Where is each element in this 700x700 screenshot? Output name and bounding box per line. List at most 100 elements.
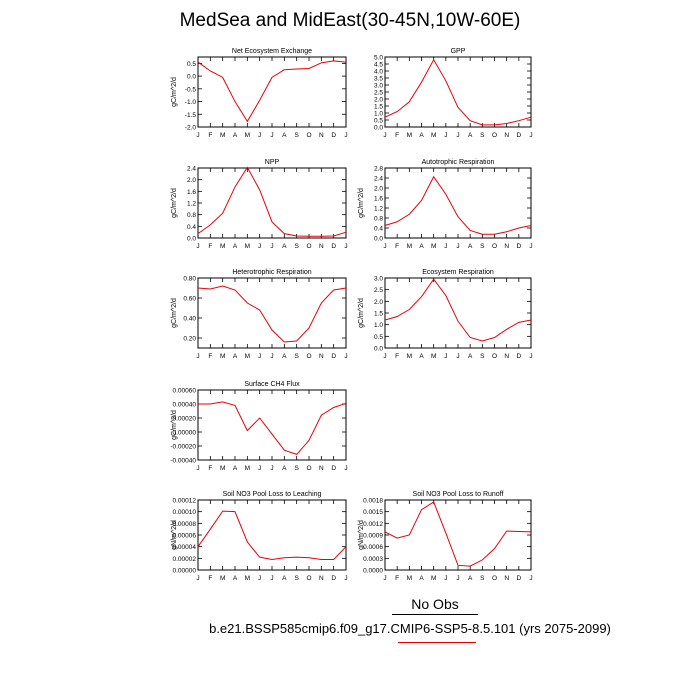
x-tick-label: S	[480, 243, 485, 250]
y-tick-label: 0.0012	[363, 521, 383, 528]
panel-title: Autotrophic Respiration	[422, 159, 495, 166]
x-tick-label: J	[383, 575, 386, 582]
x-tick-label: A	[282, 353, 287, 360]
x-tick-label: J	[258, 243, 261, 250]
y-tick-label: 0.8	[187, 212, 196, 219]
x-tick-label: M	[431, 132, 436, 139]
y-tick-label: 0.40	[183, 316, 196, 323]
x-tick-label: J	[196, 132, 199, 139]
chart-panel-5: Heterotrophic Respiration gC/m^2/d 0.20 0.4…	[171, 269, 348, 360]
x-tick-label: S	[480, 132, 485, 139]
series-line	[384, 501, 532, 567]
y-tick-label: -1.0	[185, 99, 197, 106]
x-tick-label: J	[529, 132, 532, 139]
x-tick-label: N	[319, 243, 324, 250]
x-tick-label: S	[294, 243, 299, 250]
x-tick-label: J	[444, 243, 447, 250]
y-tick-label: 3.5	[374, 76, 383, 83]
y-tick-label: 0.8	[374, 216, 383, 223]
x-tick-label: F	[208, 132, 212, 139]
x-tick-label: J	[529, 243, 532, 250]
x-tick-label: N	[319, 132, 324, 139]
y-tick-label: 0.0	[374, 346, 383, 353]
plot-frame	[197, 277, 347, 349]
x-tick-label: J	[529, 353, 532, 360]
y-tick-label: 2.8	[374, 166, 383, 173]
x-tick-label: M	[431, 353, 436, 360]
x-tick-label: J	[258, 575, 261, 582]
chart-panel-8: Soil NO3 Pool Loss to LeachinggN/m^2/d0.…	[171, 491, 348, 582]
x-tick-label: J	[196, 353, 199, 360]
y-tick-label: 2.5	[374, 90, 383, 97]
x-tick-label: M	[245, 353, 250, 360]
y-tick-label: -0.00040	[170, 458, 196, 465]
chart-panel-1: Net Ecosystem Exchange gC/m^2/d -2.0 -1.5 -1…	[171, 48, 348, 139]
chart-panel-6: Ecosystem Respiration gC/m^2/d 0.0 0.5 1.0 1.…	[358, 269, 533, 360]
series-line	[197, 166, 347, 237]
y-tick-label: -0.00020	[170, 444, 196, 451]
x-tick-label: J	[383, 353, 386, 360]
x-tick-label: F	[395, 132, 399, 139]
x-tick-label: J	[270, 243, 273, 250]
y-tick-label: 0.00008	[173, 521, 197, 528]
x-tick-label: A	[419, 575, 424, 582]
x-tick-label: A	[419, 132, 424, 139]
x-tick-label: A	[282, 465, 287, 472]
x-tick-label: A	[233, 243, 238, 250]
x-tick-label: F	[395, 243, 399, 250]
x-tick-label: D	[516, 132, 521, 139]
y-tick-label: 1.5	[374, 104, 383, 111]
panel-title: Soil NO3 Pool Loss to Leaching	[223, 491, 322, 498]
x-tick-label: S	[480, 353, 485, 360]
series-line	[197, 60, 347, 123]
y-tick-label: 0.5	[374, 334, 383, 341]
x-tick-label: J	[344, 575, 347, 582]
y-tick-label: 2.5	[374, 287, 383, 294]
y-tick-label: 1.2	[374, 206, 383, 213]
panel-title: Ecosystem Respiration	[422, 269, 494, 276]
x-tick-label: O	[306, 132, 311, 139]
x-tick-label: N	[319, 353, 324, 360]
y-tick-label: 5.0	[374, 55, 383, 62]
y-tick-label: 4.5	[374, 62, 383, 69]
y-tick-label: 0.00012	[173, 498, 197, 505]
y-tick-label: 2.4	[187, 166, 196, 173]
plot-frame	[197, 167, 347, 239]
y-tick-label: 0.0003	[363, 556, 383, 563]
x-tick-label: A	[468, 243, 473, 250]
y-tick-label: 0.00000	[173, 568, 197, 575]
x-tick-label: A	[282, 243, 287, 250]
y-axis-label: gC/m^2/d	[171, 410, 178, 440]
x-tick-label: D	[516, 243, 521, 250]
plot-frame	[197, 56, 347, 128]
y-axis-label: gC/m^2/d	[171, 77, 178, 107]
series-line	[384, 58, 532, 126]
x-tick-label: M	[220, 132, 225, 139]
series-line	[197, 285, 347, 343]
x-tick-label: S	[294, 132, 299, 139]
y-tick-label: 0.00000	[173, 430, 197, 437]
y-tick-label: 2.0	[374, 186, 383, 193]
x-tick-label: J	[344, 243, 347, 250]
panel-title: Heterotrophic Respiration	[232, 269, 311, 276]
x-tick-label: J	[270, 465, 273, 472]
x-tick-label: F	[395, 575, 399, 582]
y-tick-label: 2.0	[374, 299, 383, 306]
chart-panel-7: Surface CH4 Flux gC/m^2/d -0.00040 -0.00020…	[170, 381, 347, 472]
y-tick-label: 0.5	[187, 61, 196, 68]
series-line	[197, 510, 347, 561]
y-tick-label: 0.00020	[173, 416, 197, 423]
y-tick-label: 0.0	[374, 236, 383, 243]
y-tick-label: 0.00002	[173, 556, 197, 563]
x-tick-label: J	[444, 353, 447, 360]
panel-title: Surface CH4 Flux	[244, 381, 300, 388]
y-tick-label: 0.5	[374, 118, 383, 125]
x-tick-label: M	[245, 575, 250, 582]
y-tick-label: 0.00004	[173, 544, 197, 551]
x-tick-label: M	[407, 575, 412, 582]
x-tick-label: F	[208, 353, 212, 360]
plot-frame	[384, 167, 532, 239]
x-tick-label: J	[196, 243, 199, 250]
